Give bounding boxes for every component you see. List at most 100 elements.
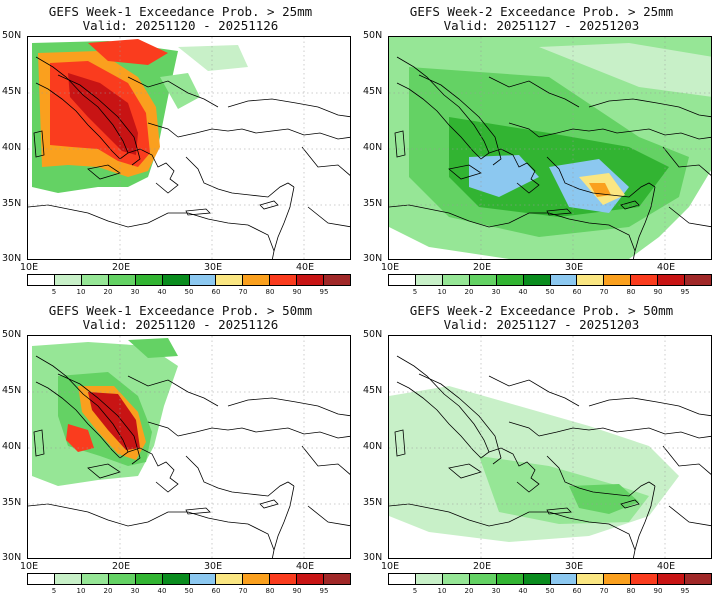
legend-swatch (134, 574, 162, 584)
legend-tick-label: 95 (680, 587, 690, 595)
legend-tick-label: 50 (184, 587, 194, 595)
lon-label: 30E (204, 262, 223, 273)
legend-swatch (576, 574, 604, 584)
legend-swatch (28, 275, 54, 285)
lat-label: 45N (363, 86, 383, 97)
panel-week1-50mm: GEFS Week-1 Exceedance Prob. > 50mm Vali… (0, 299, 361, 598)
lon-label: 20E (112, 262, 131, 273)
legend-swatch (188, 574, 216, 584)
legend-tick-label: 20 (464, 587, 474, 595)
legend-swatch (603, 574, 631, 584)
legend-swatch (161, 275, 189, 285)
legend-tick-label: 30 (130, 587, 140, 595)
legend-swatch (468, 574, 496, 584)
legend-swatch (414, 275, 442, 285)
lat-label: 35N (363, 497, 383, 508)
lon-label: 20E (112, 561, 131, 572)
gridlines (389, 37, 711, 259)
legend-tick-label: 30 (491, 587, 501, 595)
legend-tick-label: 60 (211, 288, 221, 296)
legend-tick-label: 70 (599, 288, 609, 296)
lon-label: 40E (296, 262, 315, 273)
legend-tick-label: 90 (653, 288, 663, 296)
lat-label: 30N (363, 253, 383, 264)
panel-week1-25mm: GEFS Week-1 Exceedance Prob. > 25mm Vali… (0, 0, 361, 299)
legend-tick-label: 90 (292, 587, 302, 595)
legend-swatch (441, 275, 469, 285)
lat-label: 50N (363, 30, 383, 41)
lat-label: 35N (2, 497, 22, 508)
probability-shading (389, 386, 679, 542)
legend-tick-label: 50 (545, 288, 555, 296)
legend-swatch (296, 275, 324, 285)
legend-swatch (414, 574, 442, 584)
panel-valid-dates: Valid: 20251120 - 20251126 (82, 18, 279, 33)
legend-tick-label: 40 (518, 288, 528, 296)
lon-label: 30E (565, 561, 584, 572)
probability-map (27, 335, 351, 559)
probability-shading (32, 338, 178, 486)
legend-swatch (134, 275, 162, 285)
legend-swatch (522, 275, 550, 285)
legend-swatch (215, 574, 243, 584)
legend-tick-label: 10 (437, 587, 447, 595)
legend-tick-label: 30 (130, 288, 140, 296)
legend-tick-label: 20 (103, 587, 113, 595)
legend-swatch (296, 574, 324, 584)
lon-label: 20E (473, 561, 492, 572)
legend-swatch (323, 574, 351, 584)
gridlines (389, 336, 711, 558)
legend-tick-label: 95 (319, 587, 329, 595)
legend-swatch (495, 574, 523, 584)
legend-swatch (107, 275, 135, 285)
lon-label: 20E (473, 262, 492, 273)
legend-tick-label: 5 (412, 288, 418, 296)
lat-label: 50N (363, 329, 383, 340)
lon-label: 40E (657, 561, 676, 572)
legend-swatch (549, 574, 577, 584)
color-legend (388, 573, 712, 585)
lat-label: 40N (363, 142, 383, 153)
legend-swatch (53, 275, 81, 285)
lat-label: 30N (2, 253, 22, 264)
panel-title: GEFS Week-2 Exceedance Prob. > 25mm (409, 4, 674, 19)
legend-swatch (549, 275, 577, 285)
legend-tick-label: 40 (157, 587, 167, 595)
panel-title: GEFS Week-2 Exceedance Prob. > 50mm (409, 303, 674, 318)
panel-valid-dates: Valid: 20251127 - 20251203 (443, 317, 640, 332)
gridlines (28, 336, 350, 558)
legend-swatch (389, 574, 415, 584)
legend-tick-label: 70 (238, 288, 248, 296)
lat-label: 45N (2, 385, 22, 396)
legend-swatch (161, 574, 189, 584)
legend-swatch (389, 275, 415, 285)
legend-tick-label: 90 (292, 288, 302, 296)
legend-swatch (684, 574, 712, 584)
color-legend (27, 573, 351, 585)
lon-label: 40E (657, 262, 676, 273)
legend-swatch (269, 574, 297, 584)
legend-tick-label: 90 (653, 587, 663, 595)
lat-label: 35N (363, 198, 383, 209)
color-legend (388, 274, 712, 286)
lat-label: 40N (363, 441, 383, 452)
legend-tick-label: 10 (76, 587, 86, 595)
legend-swatch (242, 275, 270, 285)
lat-label: 45N (2, 86, 22, 97)
legend-swatch (684, 275, 712, 285)
legend-tick-label: 95 (680, 288, 690, 296)
legend-tick-label: 10 (76, 288, 86, 296)
legend-swatch (576, 275, 604, 285)
legend-tick-label: 50 (184, 288, 194, 296)
legend-tick-label: 95 (319, 288, 329, 296)
legend-swatch (242, 574, 270, 584)
panel-week2-50mm: GEFS Week-2 Exceedance Prob. > 50mm Vali… (361, 299, 722, 598)
legend-tick-label: 70 (238, 587, 248, 595)
lon-label: 10E (381, 561, 400, 572)
legend-tick-label: 5 (51, 587, 57, 595)
lat-label: 40N (2, 142, 22, 153)
legend-swatch (28, 574, 54, 584)
probability-shading (389, 37, 711, 259)
panel-title: GEFS Week-1 Exceedance Prob. > 50mm (48, 303, 313, 318)
panel-week2-25mm: GEFS Week-2 Exceedance Prob. > 25mm Vali… (361, 0, 722, 299)
